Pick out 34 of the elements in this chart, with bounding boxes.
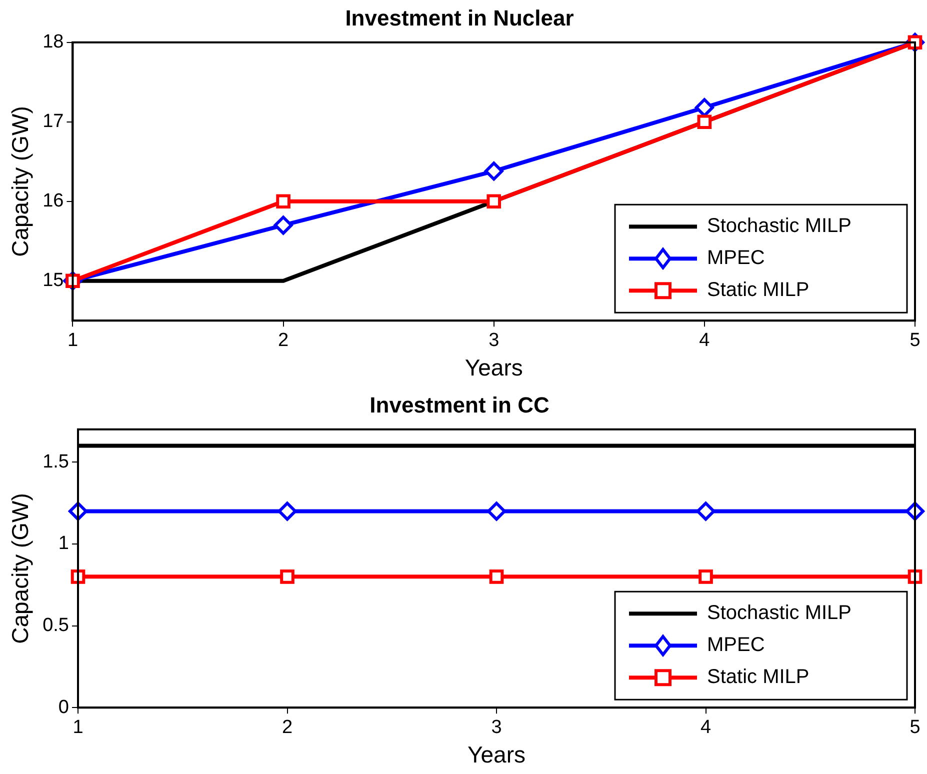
x-tick-label: 2 — [278, 330, 289, 352]
point — [274, 216, 293, 235]
y-tick-label: 15 — [42, 270, 64, 292]
x-tick-label: 4 — [699, 330, 710, 352]
y-tick-label: 1.5 — [42, 451, 70, 472]
y-tick-label: 17 — [42, 111, 64, 132]
point — [276, 194, 290, 209]
y-tick-label: 1 — [58, 533, 70, 554]
y-tick-label: 16 — [42, 190, 64, 212]
x-axis-title: Years — [464, 354, 523, 381]
x-tick-label: 5 — [910, 717, 920, 738]
chart-title: Investment in CC — [370, 392, 550, 418]
legend-label: MPEC — [707, 634, 765, 656]
x-tick-label: 4 — [700, 717, 712, 738]
legend-label: Static MILP — [707, 666, 810, 688]
point — [486, 194, 502, 209]
x-tick-label: 3 — [488, 330, 500, 352]
y-axis-title: Capacity (GW) — [7, 106, 34, 257]
x-tick-label: 5 — [910, 330, 920, 352]
y-tick-label: 0 — [58, 696, 70, 718]
chart-title: Investment in Nuclear — [345, 5, 574, 30]
legend-label: Static MILP — [707, 279, 810, 302]
legend-label: MPEC — [707, 247, 765, 270]
y-tick-label: 18 — [42, 32, 64, 53]
legend-label: Stochastic MILP — [707, 602, 852, 624]
legend-label: Stochastic MILP — [707, 215, 852, 238]
point — [697, 114, 712, 130]
x-tick-label: 3 — [491, 717, 502, 738]
x-tick-label: 1 — [72, 717, 84, 738]
point — [484, 162, 504, 181]
y-axis-title: Capacity (GW) — [7, 493, 34, 644]
y-tick-label: 0.5 — [42, 615, 70, 636]
x-axis-title: Years — [468, 742, 526, 768]
x-tick-label: 2 — [282, 717, 293, 738]
